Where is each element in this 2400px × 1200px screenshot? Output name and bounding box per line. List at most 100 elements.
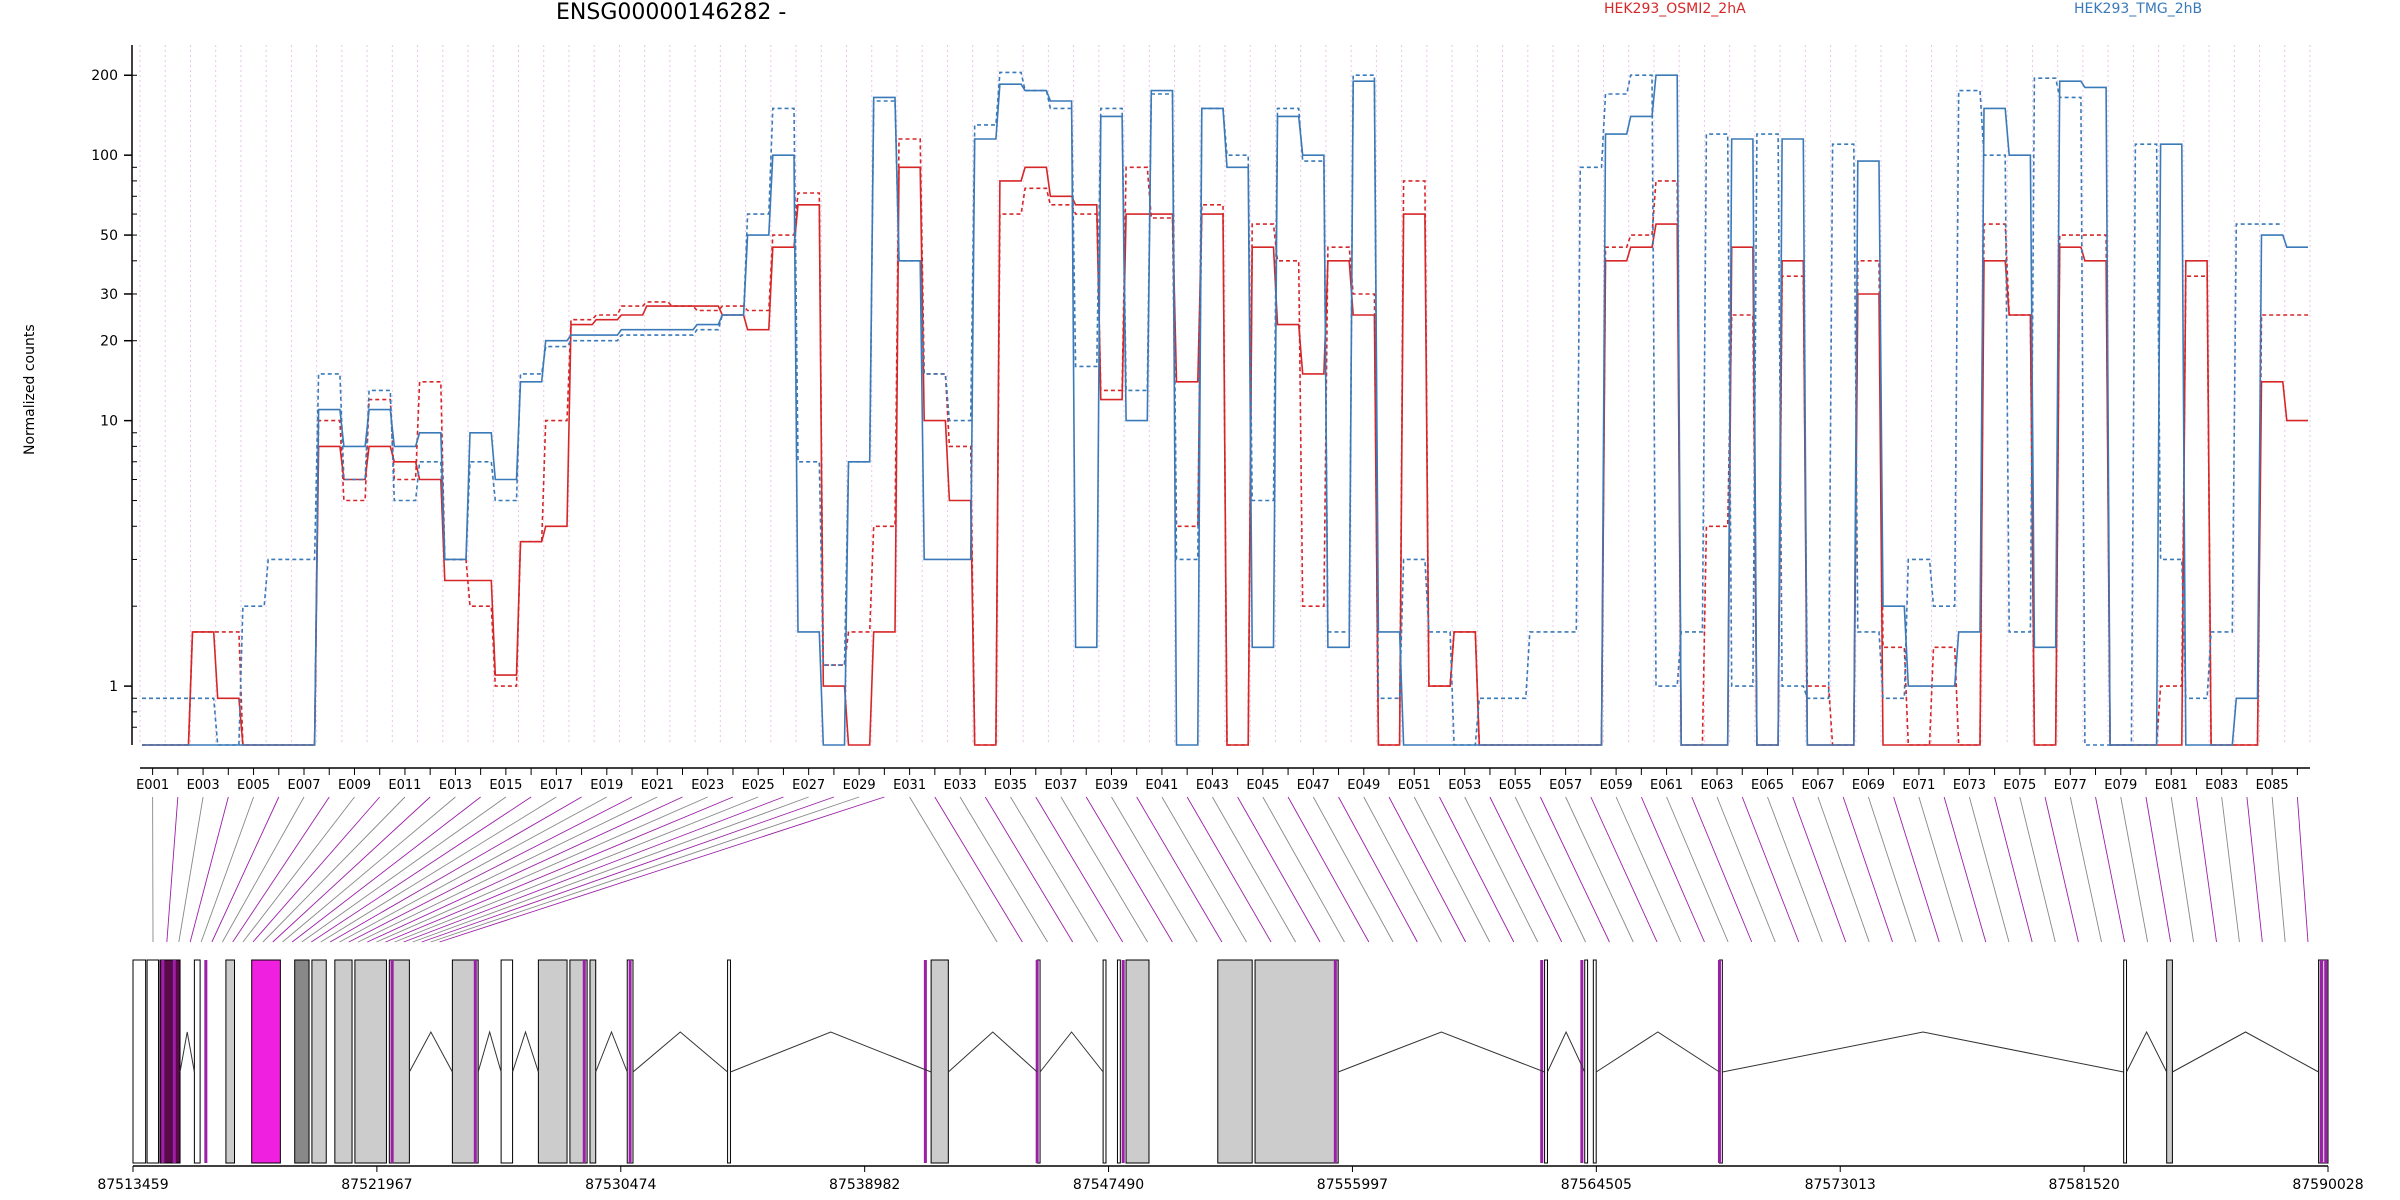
exon-connector — [1211, 796, 1296, 943]
exon-connector — [959, 796, 1048, 943]
x-tick-label: E017 — [540, 778, 573, 793]
exon-connector — [1540, 796, 1610, 943]
series-line-4 — [142, 71, 2283, 746]
exon-box — [1584, 959, 1589, 1164]
chart-title: ENSG00000146282 - — [556, 0, 787, 25]
y-tick-label: 10 — [100, 414, 118, 430]
exon-connector — [272, 796, 431, 943]
genomic-tick-label: 87530474 — [585, 1177, 656, 1193]
exon-connector — [1842, 796, 1893, 943]
x-tick-label: E031 — [893, 778, 926, 793]
x-tick-label: E029 — [843, 778, 876, 793]
x-tick-label: E001 — [136, 778, 169, 793]
exon-connector — [421, 796, 835, 943]
exon-connector — [1161, 796, 1247, 943]
exon-connector — [178, 796, 204, 943]
intron-line — [1338, 1031, 1545, 1073]
intron-line — [512, 1030, 539, 1073]
exon-connector — [2296, 796, 2309, 943]
genomic-tick-label: 87513459 — [97, 1177, 168, 1193]
x-tick-label: E059 — [1600, 778, 1633, 793]
exon-connector — [412, 796, 809, 943]
intron-line — [179, 1031, 195, 1073]
exon-connector — [311, 796, 532, 943]
genomic-tick-label: 87564505 — [1561, 1177, 1632, 1193]
exon-connector — [282, 796, 456, 943]
exon-box — [727, 959, 731, 1164]
intron-line — [2126, 1030, 2168, 1073]
x-tick-label: E011 — [388, 778, 421, 793]
exon-connector — [1590, 796, 1658, 943]
exon-connector — [1792, 796, 1847, 943]
exon-box — [354, 959, 387, 1164]
x-tick-label: E045 — [1246, 778, 1279, 793]
x-tick-label: E051 — [1398, 778, 1431, 793]
exon-box — [225, 959, 236, 1164]
legend-entry-osmi: HEK293_OSMI2_2hA — [1604, 1, 1746, 17]
exon-box — [500, 959, 514, 1164]
intron-line — [1039, 1031, 1104, 1073]
exon-connector — [232, 796, 330, 943]
exon-connector — [1691, 796, 1753, 943]
exon-connector — [189, 796, 229, 943]
y-tick-label: 1 — [109, 679, 118, 695]
exon-connector — [376, 796, 708, 943]
exon-connector — [1439, 796, 1515, 943]
x-tick-label: E063 — [1701, 778, 1734, 793]
exon-connector — [2095, 796, 2126, 943]
exon-connector — [367, 796, 683, 943]
intron-line — [632, 1031, 728, 1073]
x-tick-label: E069 — [1852, 778, 1885, 793]
x-tick-label: E053 — [1448, 778, 1481, 793]
exon-box — [1116, 959, 1121, 1164]
exon-connector — [2120, 796, 2149, 943]
x-tick-label: E009 — [338, 778, 371, 793]
x-tick-label: E025 — [742, 778, 775, 793]
x-tick-label: E041 — [1145, 778, 1178, 793]
exon-connector — [2069, 796, 2102, 943]
exon-box — [2166, 959, 2173, 1164]
x-tick-label: E033 — [944, 778, 977, 793]
x-tick-label: E049 — [1347, 778, 1380, 793]
y-tick-label: 100 — [91, 148, 118, 164]
x-tick-label: E003 — [187, 778, 220, 793]
exon-connector — [2221, 796, 2240, 943]
exon-connector — [252, 796, 381, 943]
exon-box — [1217, 959, 1253, 1164]
exon-connector — [1136, 796, 1223, 943]
x-tick-label: E005 — [237, 778, 270, 793]
exon-connector — [200, 796, 254, 943]
exon-connector — [2246, 796, 2263, 943]
gene-model-track — [132, 959, 2329, 1164]
intron-line — [730, 1031, 932, 1073]
genomic-tick-label: 87581520 — [2048, 1177, 2119, 1193]
exon-connector — [222, 796, 305, 943]
x-tick-label: E023 — [691, 778, 724, 793]
exon-connector — [1893, 796, 1940, 943]
x-tick-label: E047 — [1297, 778, 1330, 793]
x-tick-label: E079 — [2104, 778, 2137, 793]
exon-connector — [242, 796, 355, 943]
intron-line — [408, 1030, 453, 1073]
exon-box — [2123, 959, 2128, 1164]
exon-connector — [1237, 796, 1321, 943]
exon-box — [334, 959, 353, 1164]
exon-box — [1592, 959, 1597, 1164]
exon-connector — [2044, 796, 2079, 943]
exon-connector — [1464, 796, 1539, 943]
exon-connector — [1262, 796, 1345, 943]
genomic-tick-label: 87590028 — [2292, 1177, 2363, 1193]
x-tick-label: E013 — [439, 778, 472, 793]
exon-connector — [1817, 796, 1870, 943]
exon-connector — [1363, 796, 1442, 943]
x-tick-label: E077 — [2054, 778, 2087, 793]
genomic-tick-label: 87547490 — [1073, 1177, 1144, 1193]
intron-line — [1722, 1031, 2124, 1073]
exon-box — [311, 959, 327, 1164]
exon-connector — [1716, 796, 1776, 943]
exon-connector — [1994, 796, 2033, 943]
exon-connector — [1943, 796, 1987, 943]
exon-box — [930, 959, 949, 1164]
x-tick-label: E039 — [1095, 778, 1128, 793]
